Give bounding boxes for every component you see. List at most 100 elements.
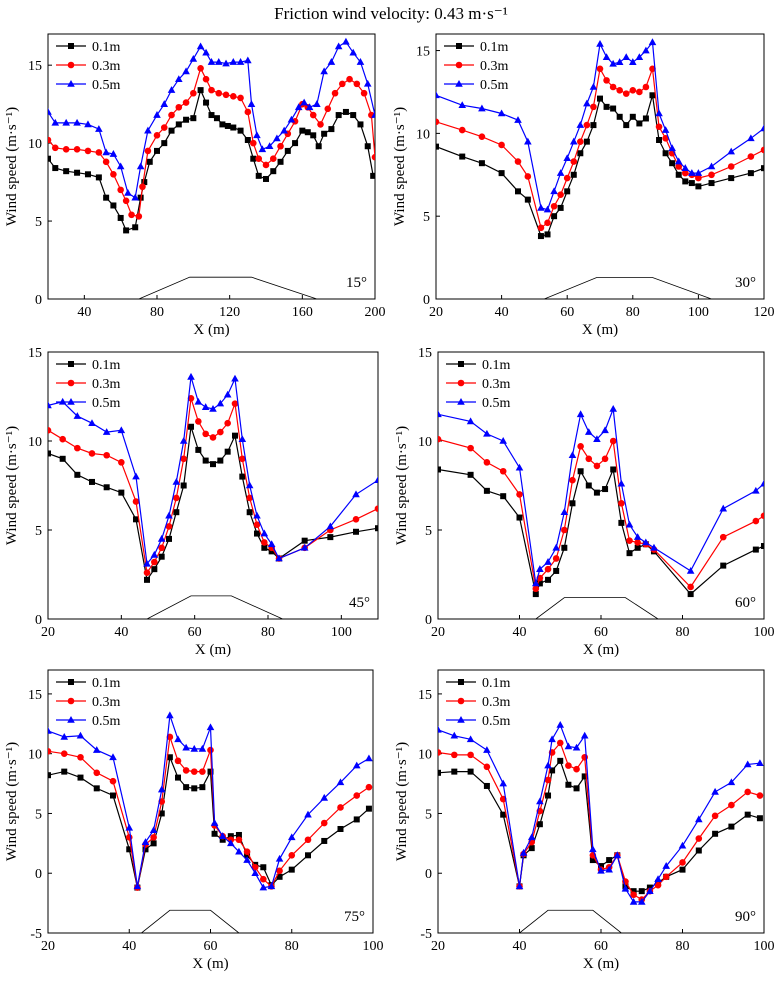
data-point — [623, 122, 630, 129]
data-point — [747, 170, 754, 177]
data-point — [569, 476, 576, 484]
data-point — [249, 139, 257, 147]
data-point — [209, 434, 217, 441]
data-point — [199, 784, 206, 791]
data-point — [622, 90, 630, 97]
y-tick-label: 0 — [423, 293, 430, 308]
data-point — [760, 146, 764, 154]
data-point — [222, 59, 230, 67]
data-point — [199, 768, 206, 775]
data-point — [73, 118, 81, 126]
data-point — [269, 155, 277, 163]
data-point — [182, 67, 190, 75]
data-point — [246, 494, 253, 502]
data-point — [202, 48, 210, 56]
data-point — [728, 175, 735, 182]
data-point — [175, 103, 183, 111]
data-point — [320, 793, 329, 801]
data-point — [364, 143, 371, 150]
legend-marker — [68, 679, 74, 685]
data-point — [88, 450, 96, 457]
x-axis-label: X (m) — [195, 642, 231, 658]
data-point — [438, 410, 442, 418]
data-point — [585, 455, 593, 463]
series-0_3m — [48, 394, 378, 577]
chart-panel-1: 40 80 120 160 200 0 5 10 15 X (m) Wind speed (m·s⁻… — [4, 33, 386, 338]
data-point — [606, 857, 613, 864]
x-axis-label: X (m) — [583, 956, 619, 972]
data-point — [561, 526, 568, 534]
data-point — [259, 883, 268, 891]
data-point — [202, 75, 210, 83]
data-point — [711, 812, 719, 820]
data-point — [154, 147, 160, 154]
data-point — [629, 113, 636, 120]
legend-label: 0.3m — [480, 59, 509, 74]
data-point — [636, 88, 643, 96]
data-point — [175, 75, 183, 83]
data-point — [564, 188, 571, 195]
legend-marker — [67, 80, 75, 87]
x-axis-label: X (m) — [192, 956, 228, 972]
x-tick-label: 120 — [219, 305, 240, 320]
data-point — [174, 757, 182, 765]
data-point — [232, 432, 238, 439]
data-point — [63, 168, 70, 175]
data-point — [202, 430, 209, 438]
data-point — [132, 224, 139, 231]
data-point — [569, 500, 576, 507]
data-point — [167, 86, 176, 93]
data-point — [483, 746, 491, 753]
data-point — [524, 173, 532, 180]
y-tick-label: 0 — [425, 867, 432, 882]
data-point — [499, 467, 507, 475]
data-point — [254, 530, 260, 537]
data-point — [310, 132, 317, 139]
data-point — [374, 505, 378, 512]
legend-marker — [67, 697, 75, 705]
plot-frame — [47, 351, 379, 620]
y-tick-label: 5 — [423, 210, 430, 225]
x-tick-label: 80 — [285, 939, 299, 954]
series-0_1m — [436, 92, 764, 240]
data-point — [182, 99, 190, 106]
data-point — [339, 80, 346, 88]
data-point — [747, 134, 755, 142]
data-point — [77, 753, 84, 761]
legend-label: 0.3m — [92, 377, 121, 392]
legend: 0.1m 0.3m 0.5m — [56, 676, 121, 729]
data-point — [251, 863, 259, 871]
y-tick-label: 10 — [418, 748, 432, 763]
data-point — [679, 859, 686, 866]
data-point — [747, 153, 755, 160]
data-point — [126, 846, 133, 853]
legend-marker — [455, 80, 463, 87]
data-point — [688, 169, 696, 176]
data-point — [116, 162, 125, 170]
data-point — [102, 428, 111, 435]
data-point — [260, 875, 267, 883]
data-point — [125, 823, 134, 831]
data-point — [246, 509, 253, 516]
data-point — [761, 543, 764, 550]
data-point — [218, 832, 227, 839]
x-tick-label: 40 — [114, 625, 128, 640]
angle-label: 90° — [735, 909, 756, 925]
data-point — [117, 214, 124, 221]
data-point — [158, 544, 165, 552]
data-point — [213, 115, 220, 122]
data-point — [654, 875, 662, 883]
data-point — [438, 749, 442, 756]
data-point — [109, 150, 118, 157]
data-point — [235, 836, 243, 844]
data-point — [58, 397, 67, 405]
data-point — [370, 172, 375, 179]
data-point — [103, 194, 110, 201]
data-point — [524, 137, 532, 145]
data-point — [601, 426, 609, 434]
data-point — [117, 186, 124, 194]
legend-marker — [457, 716, 465, 723]
data-point — [73, 412, 82, 419]
data-point — [304, 810, 312, 818]
data-point — [576, 121, 585, 128]
